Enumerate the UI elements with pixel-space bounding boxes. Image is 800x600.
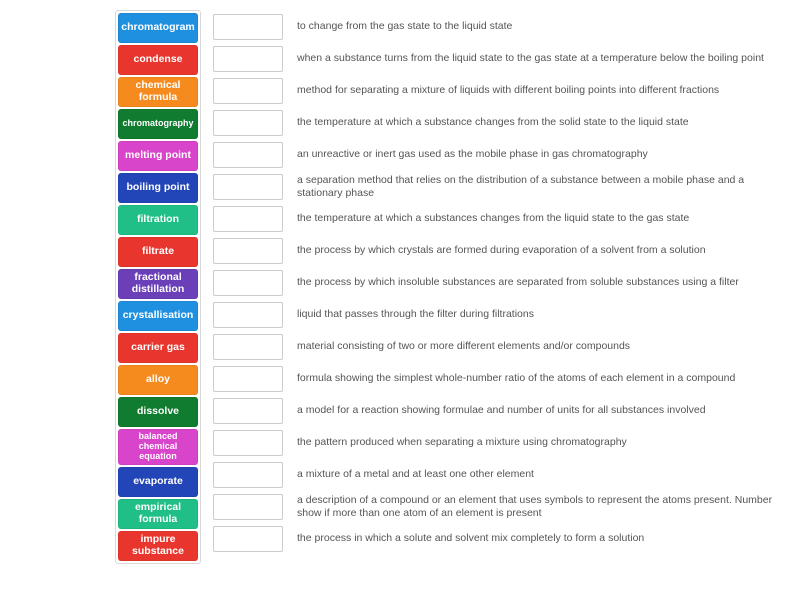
definition-row: method for separating a mixture of liqui… — [201, 76, 777, 106]
term-tile[interactable]: dissolve — [118, 397, 198, 427]
term-tile[interactable]: filtrate — [118, 237, 198, 267]
term-tile[interactable]: carrier gas — [118, 333, 198, 363]
drop-target[interactable] — [213, 14, 283, 40]
term-list: chromatogramcondensechemical formulachro… — [115, 10, 201, 564]
definition-text: the process by which crystals are formed… — [297, 244, 706, 257]
term-tile[interactable]: chromatogram — [118, 13, 198, 43]
definition-text: a separation method that relies on the d… — [297, 174, 777, 200]
definition-row: a description of a compound or an elemen… — [201, 492, 777, 522]
term-tile[interactable]: balanced chemical equation — [118, 429, 198, 465]
drop-target[interactable] — [213, 462, 283, 488]
definition-row: the temperature at which a substances ch… — [201, 204, 777, 234]
definition-row: formula showing the simplest whole-numbe… — [201, 364, 777, 394]
matching-activity: chromatogramcondensechemical formulachro… — [115, 10, 800, 564]
definition-text: the pattern produced when separating a m… — [297, 436, 627, 449]
definition-text: material consisting of two or more diffe… — [297, 340, 630, 353]
definition-text: a model for a reaction showing formulae … — [297, 404, 706, 417]
definition-text: liquid that passes through the filter du… — [297, 308, 534, 321]
definition-text: the temperature at which a substance cha… — [297, 116, 689, 129]
definition-row: a model for a reaction showing formulae … — [201, 396, 777, 426]
definition-text: a description of a compound or an elemen… — [297, 494, 777, 520]
definition-row: a separation method that relies on the d… — [201, 172, 777, 202]
definition-row: when a substance turns from the liquid s… — [201, 44, 777, 74]
definition-text: the process in which a solute and solven… — [297, 532, 644, 545]
definition-row: the process by which insoluble substance… — [201, 268, 777, 298]
definition-text: to change from the gas state to the liqu… — [297, 20, 512, 33]
definition-list: to change from the gas state to the liqu… — [201, 10, 777, 556]
definition-text: an unreactive or inert gas used as the m… — [297, 148, 648, 161]
term-tile[interactable]: melting point — [118, 141, 198, 171]
definition-text: the temperature at which a substances ch… — [297, 212, 689, 225]
drop-target[interactable] — [213, 110, 283, 136]
term-tile[interactable]: crystallisation — [118, 301, 198, 331]
drop-target[interactable] — [213, 46, 283, 72]
term-tile[interactable]: condense — [118, 45, 198, 75]
drop-target[interactable] — [213, 526, 283, 552]
drop-target[interactable] — [213, 78, 283, 104]
drop-target[interactable] — [213, 142, 283, 168]
definition-row: the process in which a solute and solven… — [201, 524, 777, 554]
definition-row: the process by which crystals are formed… — [201, 236, 777, 266]
term-tile[interactable]: fractional distillation — [118, 269, 198, 299]
definition-text: a mixture of a metal and at least one ot… — [297, 468, 534, 481]
definition-text: when a substance turns from the liquid s… — [297, 52, 764, 65]
definition-row: material consisting of two or more diffe… — [201, 332, 777, 362]
definition-row: an unreactive or inert gas used as the m… — [201, 140, 777, 170]
term-tile[interactable]: chemical formula — [118, 77, 198, 107]
drop-target[interactable] — [213, 302, 283, 328]
definition-row: a mixture of a metal and at least one ot… — [201, 460, 777, 490]
definition-text: formula showing the simplest whole-numbe… — [297, 372, 735, 385]
drop-target[interactable] — [213, 238, 283, 264]
term-tile[interactable]: empirical formula — [118, 499, 198, 529]
drop-target[interactable] — [213, 334, 283, 360]
drop-target[interactable] — [213, 494, 283, 520]
definition-row: the pattern produced when separating a m… — [201, 428, 777, 458]
drop-target[interactable] — [213, 174, 283, 200]
definition-text: the process by which insoluble substance… — [297, 276, 739, 289]
term-tile[interactable]: impure substance — [118, 531, 198, 561]
drop-target[interactable] — [213, 206, 283, 232]
drop-target[interactable] — [213, 270, 283, 296]
term-tile[interactable]: alloy — [118, 365, 198, 395]
definition-row: liquid that passes through the filter du… — [201, 300, 777, 330]
drop-target[interactable] — [213, 366, 283, 392]
term-tile[interactable]: boiling point — [118, 173, 198, 203]
drop-target[interactable] — [213, 430, 283, 456]
definition-row: to change from the gas state to the liqu… — [201, 12, 777, 42]
term-tile[interactable]: filtration — [118, 205, 198, 235]
definition-text: method for separating a mixture of liqui… — [297, 84, 719, 97]
term-tile[interactable]: chromatography — [118, 109, 198, 139]
drop-target[interactable] — [213, 398, 283, 424]
definition-row: the temperature at which a substance cha… — [201, 108, 777, 138]
term-tile[interactable]: evaporate — [118, 467, 198, 497]
